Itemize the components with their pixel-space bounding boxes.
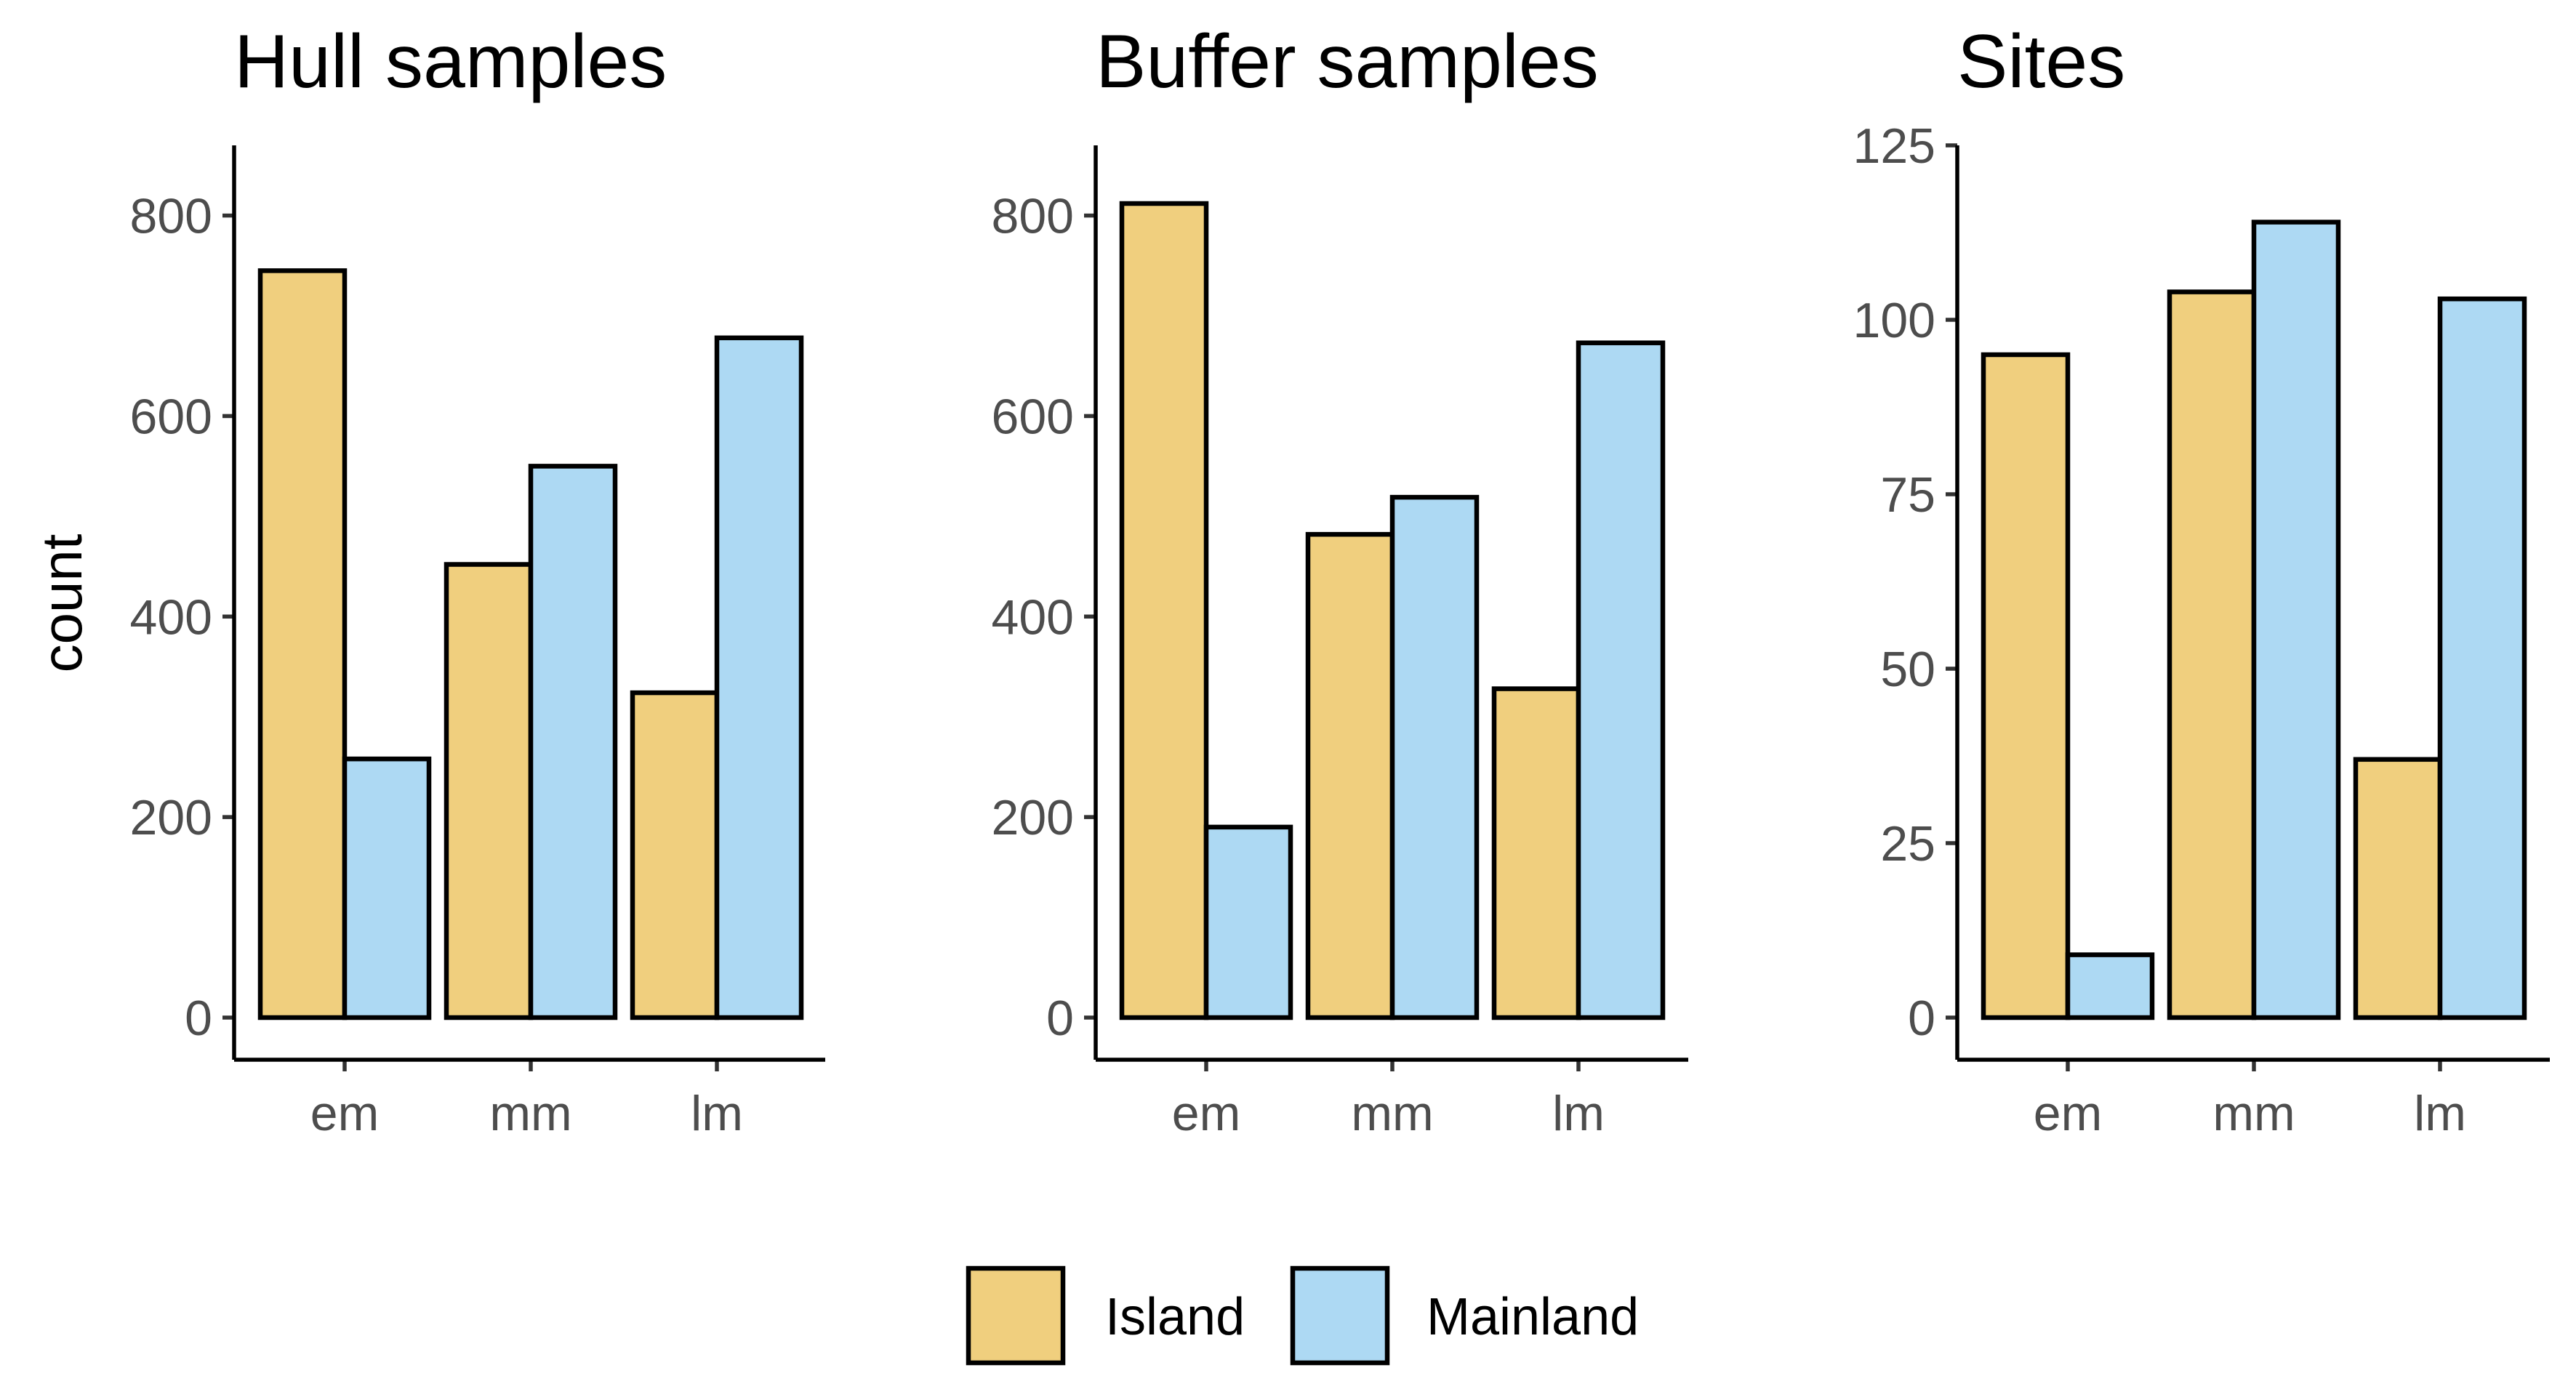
x-tick-label: lm [1552,1086,1605,1141]
bar-mainland-lm [714,335,804,1020]
panel-3: Sites em mm lm 0 25 50 75 100 125 [1853,20,2550,1141]
bar-island-lm [1491,686,1581,1020]
panel-title: Buffer samples [1096,20,1599,104]
bar-mainland-em [2065,952,2155,1020]
y-tick-label: 100 [1853,293,1935,348]
y-tick-label: 50 [1880,642,1935,697]
x-tick-label: mm [1351,1086,1433,1141]
y-tick-label: 800 [130,189,212,244]
x-tick-label: lm [691,1086,743,1141]
bar-mainland-mm [528,464,618,1020]
bar-island-mm [444,562,534,1020]
legend-key-island [966,1265,1066,1366]
bar-island-mm [2167,289,2257,1020]
x-tick-label: em [2034,1086,2102,1141]
legend-label-island: Island [1105,1288,1245,1346]
panel-title: Sites [1957,20,2125,104]
bar-island-mm [1305,531,1395,1020]
x-tick-label: mm [489,1086,571,1141]
bar-mainland-em [342,756,432,1020]
legend: Island Mainland [966,1265,1639,1366]
bar-island-em [1119,201,1209,1020]
x-tick-label: em [1172,1086,1240,1141]
y-tick-label: 0 [1046,991,1074,1046]
bar-island-lm [630,690,720,1020]
y-tick-label: 75 [1880,467,1935,523]
legend-key-mainland [1290,1265,1390,1366]
legend-label-mainland: Mainland [1427,1288,1639,1346]
bar-mainland-mm [2251,220,2341,1020]
y-tick-label: 25 [1880,816,1935,871]
y-tick-label: 0 [1908,991,1935,1046]
y-tick-label: 800 [992,189,1074,244]
y-tick-label: 0 [185,991,212,1046]
panel-title: Hull samples [234,20,667,104]
bar-mainland-lm [2437,296,2527,1020]
bar-mainland-mm [1389,494,1480,1020]
x-tick-label: lm [2414,1086,2466,1141]
y-tick-label: 200 [130,790,212,845]
y-tick-label: 125 [1853,118,1935,174]
y-tick-label: 600 [130,389,212,444]
y-tick-label: 400 [992,589,1074,645]
x-tick-label: em [310,1086,379,1141]
panel-1: Hull samples em mm lm 0 200 400 600 800 count [30,20,825,1141]
x-tick-label: mm [2212,1086,2295,1141]
panel-2: Buffer samples em mm lm 0 200 400 600 800 [992,20,1688,1141]
y-tick-label: 400 [130,589,212,645]
bar-island-lm [2353,757,2443,1020]
bar-mainland-em [1203,824,1293,1020]
bar-mainland-lm [1576,340,1666,1020]
bar-island-em [257,268,348,1020]
y-tick-label: 200 [992,790,1074,845]
bar-island-em [1981,352,2071,1020]
y-tick-label: 600 [992,389,1074,444]
y-axis-title: count [30,534,94,672]
